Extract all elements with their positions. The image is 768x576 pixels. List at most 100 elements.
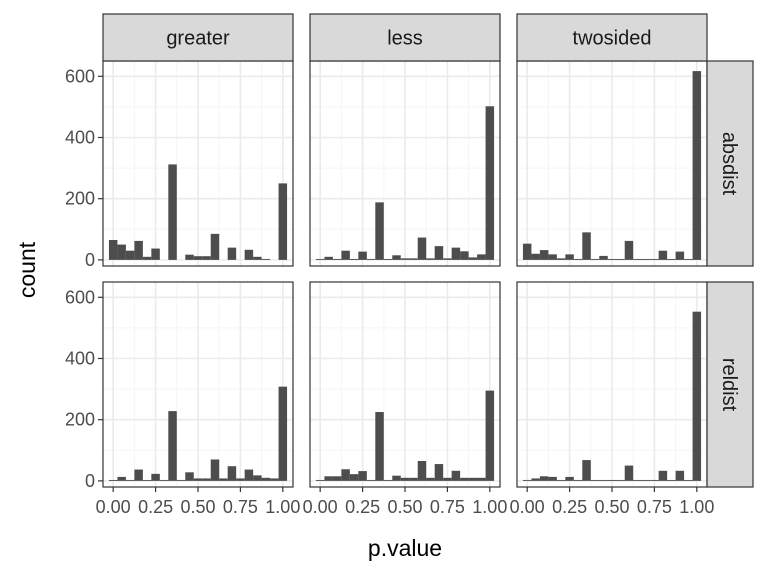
x-tick-label: 0.25 — [345, 497, 380, 517]
histogram-bar — [531, 478, 540, 481]
histogram-bar — [332, 258, 342, 260]
y-tick-label: 600 — [65, 66, 95, 86]
histogram-bar — [244, 469, 254, 481]
histogram-bar — [573, 258, 583, 260]
histogram-bar — [349, 258, 359, 260]
histogram-bar — [202, 478, 211, 481]
histogram-bar — [409, 258, 418, 260]
x-tick-label: 0.50 — [180, 497, 215, 517]
strip-background — [516, 13, 708, 62]
y-axis-title: count — [14, 241, 40, 298]
histogram-bar — [531, 253, 540, 260]
histogram-bar — [159, 479, 169, 481]
histogram-bar — [451, 247, 461, 260]
histogram-bar — [134, 240, 143, 260]
histogram-bar — [434, 464, 444, 481]
y-tick-label: 200 — [65, 189, 95, 209]
histogram-bar — [227, 247, 237, 260]
histogram-bar — [675, 470, 685, 481]
histogram-bar — [176, 479, 186, 481]
strip-absdist: absdist — [706, 60, 754, 267]
histogram-bar — [366, 479, 376, 481]
panel-absdist-greater — [102, 60, 294, 267]
histogram-bar — [117, 244, 126, 260]
histogram-bar — [210, 459, 220, 481]
x-tick-label: 1.00 — [679, 497, 714, 517]
histogram-bar — [253, 475, 262, 481]
x-tick-label: 0.00 — [96, 497, 131, 517]
histogram-bar — [417, 460, 427, 481]
histogram-bar — [151, 248, 160, 260]
histogram-bar — [375, 412, 384, 481]
histogram-bar — [548, 476, 557, 481]
histogram-bar — [443, 258, 452, 260]
histogram-bar — [468, 257, 478, 260]
histogram-bar — [667, 479, 676, 481]
histogram-bar — [236, 478, 245, 481]
x-tick-label: 1.00 — [265, 497, 300, 517]
histogram-bar — [599, 479, 608, 481]
histogram-bar — [400, 477, 410, 481]
histogram-bar — [151, 473, 160, 481]
histogram-bar — [193, 256, 203, 260]
strip-label: reldist — [718, 358, 740, 412]
histogram-bar — [692, 311, 702, 481]
strip-background — [706, 60, 754, 267]
y-tick-label: 400 — [65, 348, 95, 368]
histogram-bar — [392, 255, 401, 260]
histogram-bar — [633, 258, 642, 260]
x-tick-label: 0.25 — [138, 497, 173, 517]
histogram-bar — [244, 249, 254, 260]
y-tick-label: 0 — [85, 471, 95, 491]
histogram-bar — [556, 258, 566, 260]
panel-reldist-less — [309, 281, 501, 488]
histogram-bar — [278, 386, 288, 481]
histogram-bar — [324, 256, 333, 260]
strip-less: less — [309, 13, 501, 62]
histogram-bar — [341, 250, 350, 260]
histogram-bar — [667, 258, 676, 260]
histogram-bar — [434, 246, 444, 260]
panel-absdist-less — [309, 60, 501, 267]
histogram-bar — [582, 232, 591, 260]
histogram-bar — [315, 258, 325, 260]
histogram-bar — [522, 243, 532, 260]
strip-label: greater — [166, 28, 230, 50]
histogram-bar — [468, 477, 478, 481]
x-tick-label: 0.75 — [637, 497, 672, 517]
histogram-bar — [108, 479, 118, 481]
histogram-bar — [641, 258, 651, 260]
y-tick-label: 200 — [65, 410, 95, 430]
x-tick-label: 0.00 — [510, 497, 545, 517]
histogram-bar — [485, 106, 495, 260]
histogram-bar — [451, 470, 461, 481]
strip-reldist: reldist — [706, 281, 754, 488]
histogram-bar — [633, 479, 642, 481]
histogram-bar — [426, 258, 435, 260]
strip-background — [309, 13, 501, 62]
histogram-bar — [607, 479, 617, 481]
histogram-bar — [261, 258, 271, 260]
histogram-bar — [366, 258, 376, 260]
histogram-bar — [565, 254, 574, 260]
histogram-bar — [375, 202, 384, 260]
histogram-bar — [426, 477, 435, 481]
y-tick-label: 400 — [65, 127, 95, 147]
strip-background — [102, 13, 294, 62]
histogram-bar — [650, 258, 659, 260]
histogram-bar — [616, 258, 625, 260]
histogram-bar — [125, 479, 135, 481]
strip-background — [706, 281, 754, 488]
histogram-bar — [210, 233, 220, 260]
x-tick-label: 1.00 — [472, 497, 507, 517]
histogram-bar — [522, 479, 532, 481]
x-tick-label: 0.50 — [594, 497, 629, 517]
histogram-bar — [168, 164, 177, 260]
histogram-bar — [684, 258, 693, 260]
histogram-bar — [692, 71, 702, 260]
histogram-bar — [624, 240, 634, 260]
histogram-bar — [582, 460, 591, 481]
histogram-bar — [624, 465, 634, 481]
x-tick-label: 0.50 — [387, 497, 422, 517]
